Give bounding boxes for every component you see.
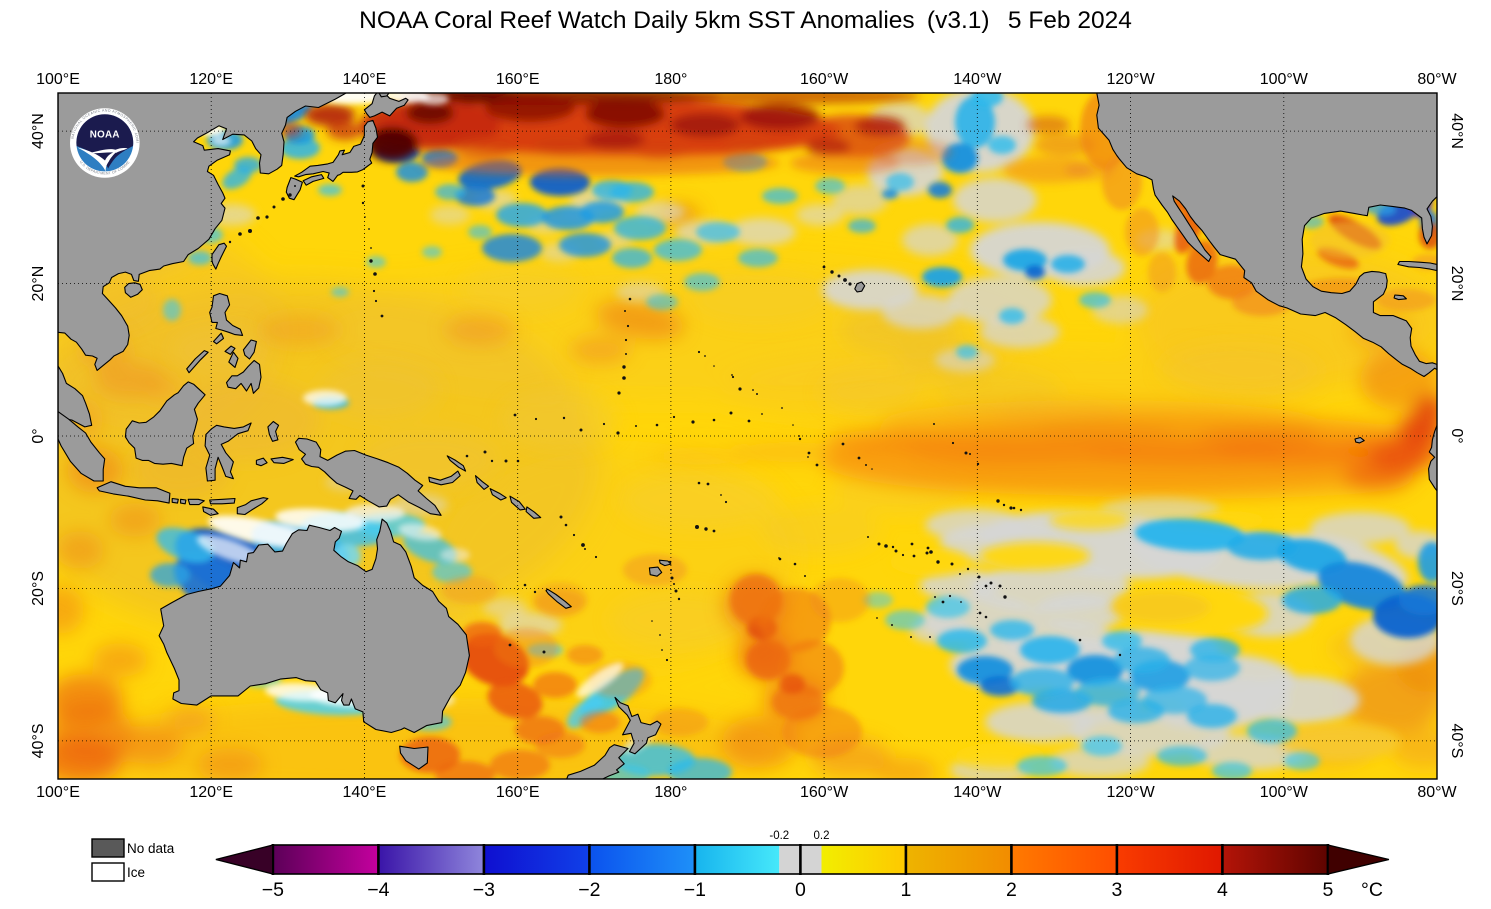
svg-text:40°N: 40°N [30, 113, 47, 149]
svg-text:120°W: 120°W [1106, 784, 1155, 801]
svg-text:20°N: 20°N [1448, 266, 1465, 302]
svg-text:−4: −4 [367, 879, 389, 901]
svg-text:140°W: 140°W [953, 71, 1002, 88]
svg-text:40°N: 40°N [1448, 113, 1465, 149]
svg-text:20°N: 20°N [30, 266, 47, 302]
svg-text:180°: 180° [654, 784, 687, 801]
svg-text:80°W: 80°W [1417, 784, 1457, 801]
svg-text:140°W: 140°W [953, 784, 1002, 801]
svg-text:180°: 180° [654, 71, 687, 88]
svg-text:Ice: Ice [127, 865, 145, 880]
svg-text:100°E: 100°E [36, 784, 80, 801]
svg-text:1: 1 [900, 879, 911, 901]
svg-text:°C: °C [1361, 879, 1383, 901]
svg-text:120°E: 120°E [189, 71, 233, 88]
svg-text:120°E: 120°E [189, 784, 233, 801]
svg-text:160°E: 160°E [496, 784, 540, 801]
svg-text:100°W: 100°W [1260, 784, 1309, 801]
svg-text:0°: 0° [30, 428, 47, 443]
svg-text:No data: No data [127, 841, 175, 856]
svg-text:160°W: 160°W [800, 784, 849, 801]
svg-text:80°W: 80°W [1417, 71, 1457, 88]
svg-text:0°: 0° [1448, 428, 1465, 443]
svg-text:−2: −2 [578, 879, 600, 901]
svg-text:4: 4 [1217, 879, 1228, 901]
svg-text:20°S: 20°S [30, 571, 47, 606]
svg-text:-0.2: -0.2 [769, 830, 789, 842]
svg-text:20°S: 20°S [1448, 571, 1465, 606]
svg-text:40°S: 40°S [1448, 723, 1465, 758]
svg-text:100°E: 100°E [36, 71, 80, 88]
svg-text:3: 3 [1111, 879, 1122, 901]
svg-text:0: 0 [795, 879, 806, 901]
svg-text:−3: −3 [473, 879, 495, 901]
svg-text:100°W: 100°W [1260, 71, 1309, 88]
svg-text:NOAA: NOAA [90, 130, 120, 141]
svg-text:−5: −5 [262, 879, 284, 901]
svg-text:160°E: 160°E [496, 71, 540, 88]
svg-text:160°W: 160°W [800, 71, 849, 88]
svg-text:120°W: 120°W [1106, 71, 1155, 88]
svg-text:5: 5 [1322, 879, 1333, 901]
svg-text:NOAA Coral Reef Watch Daily 5k: NOAA Coral Reef Watch Daily 5km SST Anom… [359, 7, 1132, 34]
svg-text:40°S: 40°S [30, 723, 47, 758]
svg-text:−1: −1 [684, 879, 706, 901]
svg-text:140°E: 140°E [343, 71, 387, 88]
svg-text:2: 2 [1006, 879, 1017, 901]
svg-text:0.2: 0.2 [814, 830, 830, 842]
svg-text:140°E: 140°E [343, 784, 387, 801]
